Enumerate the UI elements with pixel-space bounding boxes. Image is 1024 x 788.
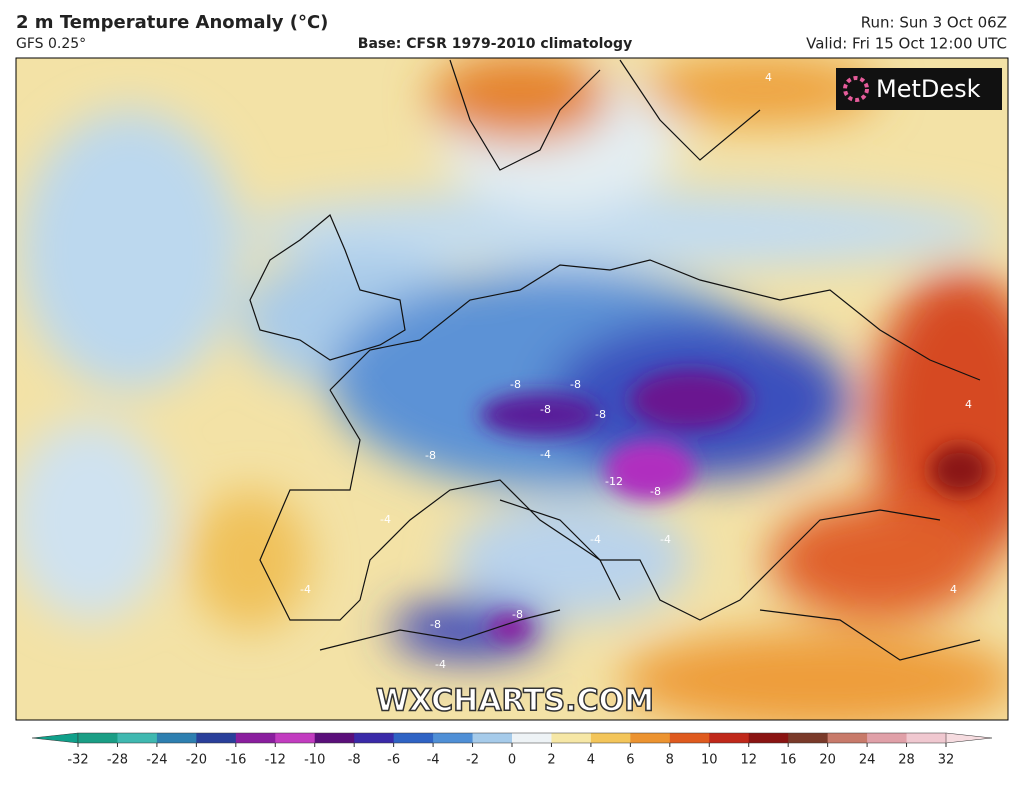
colorbar-segment (906, 733, 947, 743)
colorbar-segment (235, 733, 276, 743)
colorbar-segment (156, 733, 197, 743)
contour-label: 4 (765, 71, 772, 84)
contour-label: -8 (425, 449, 436, 462)
colorbar-tick-label: 16 (780, 753, 797, 768)
colorbar-tick-label: -28 (107, 753, 128, 768)
contour-label: -8 (430, 618, 441, 631)
colorbar-segment (630, 733, 671, 743)
colorbar-tick-label: 28 (898, 753, 915, 768)
contour-label: -8 (512, 608, 523, 621)
logo-box (836, 68, 1002, 110)
colorbar-tick-label: 10 (701, 753, 718, 768)
colorbar-tick-label: -2 (466, 753, 479, 768)
contour-label: 4 (950, 583, 957, 596)
contour-label: -8 (570, 378, 581, 391)
base: Base: CFSR 1979-2010 climatology (358, 36, 632, 52)
colorbar-tick-label: 24 (859, 753, 876, 768)
contour-label: -8 (510, 378, 521, 391)
colorbar-tick-label: -12 (265, 753, 286, 768)
colorbar-tick-label: -32 (67, 753, 88, 768)
colorbar-tick-label: -16 (225, 753, 246, 768)
contour-label: -8 (650, 485, 661, 498)
colorbar-segment (748, 733, 789, 743)
colorbar-tick-label: -10 (304, 753, 325, 768)
logo: MetDesk (876, 75, 981, 103)
colorbar-tick-label: 6 (626, 753, 634, 768)
colorbar-low (31, 732, 79, 744)
colorbar-segment (551, 733, 592, 743)
contour-label: -8 (540, 403, 551, 416)
colorbar-segment (472, 733, 513, 743)
colorbar-tick-label: 12 (740, 753, 757, 768)
colorbar-segment (78, 733, 118, 743)
colorbar-segment (867, 733, 908, 743)
colorbar-segment (512, 733, 552, 743)
colorbar-segment (669, 733, 710, 743)
colorbar-tick-label: -4 (427, 753, 440, 768)
colorbar-segment (590, 733, 631, 743)
colorbar-segment (709, 733, 750, 743)
contour-label: -12 (605, 475, 623, 488)
colorbar-tick-label: 4 (587, 753, 595, 768)
colorbar-segment (788, 733, 829, 743)
contour-label: -4 (380, 513, 391, 526)
contour-label: -4 (435, 658, 446, 671)
colorbar-segment (117, 733, 158, 743)
colorbar-tick-label: -8 (348, 753, 361, 768)
title: 2 m Temperature Anomaly (°C) (16, 12, 328, 33)
map: -8 -8 -8 -8 -8 -12 -8 -4 -4 -4 -8 -8 4 4… (16, 58, 1008, 720)
colorbar-segment (354, 733, 395, 743)
colorbar-segment (275, 733, 316, 743)
colorbar-segment (196, 733, 237, 743)
colorbar: -32 -28 -24 -20 -16 -12 -10 -8 -6 -4 -2 0 2 4 6 8 10 12 16… (31, 732, 993, 768)
colorbar-tick-label: 8 (666, 753, 674, 768)
colorbar-tick-label: -20 (186, 753, 207, 768)
contour-label: -4 (300, 583, 311, 596)
run: Run: Sun 3 Oct 06Z (861, 14, 1007, 32)
contour-label: -8 (595, 408, 606, 421)
valid: Valid: Fri 15 Oct 12:00 UTC (806, 35, 1007, 53)
colorbar-segment (314, 733, 355, 743)
colorbar-tick-label: -24 (146, 753, 167, 768)
colorbar-segment (393, 733, 434, 743)
colorbar-tick-label: 20 (819, 753, 836, 768)
contour-label: 4 (965, 398, 972, 411)
contour-label: -4 (540, 448, 551, 461)
colorbar-tick-label: 0 (508, 753, 516, 768)
contour-label: -4 (590, 533, 601, 546)
colorbar-tick-label: 32 (938, 753, 955, 768)
colorbar-high (945, 732, 993, 744)
contour-label: -4 (660, 533, 671, 546)
colorbar-segment (827, 733, 868, 743)
watermark: WXCHARTS.COM (376, 684, 654, 719)
colorbar-segment (433, 733, 474, 743)
colorbar-tick-label: 2 (547, 753, 555, 768)
model: GFS 0.25° (16, 36, 86, 52)
colorbar-tick-label: -6 (387, 753, 400, 768)
